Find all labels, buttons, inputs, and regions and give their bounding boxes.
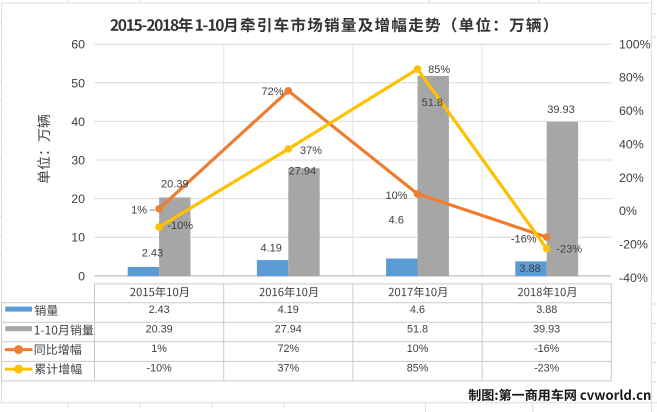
svg-text:2.43: 2.43 <box>149 304 170 316</box>
svg-text:10: 10 <box>71 231 85 245</box>
svg-text:85%: 85% <box>428 64 450 76</box>
svg-text:51.8: 51.8 <box>422 97 443 109</box>
svg-text:37%: 37% <box>277 363 299 375</box>
svg-text:10%: 10% <box>407 343 429 355</box>
svg-text:39.93: 39.93 <box>547 104 575 116</box>
svg-text:-10%: -10% <box>167 220 193 232</box>
svg-text:2.43: 2.43 <box>142 247 163 259</box>
svg-text:4.19: 4.19 <box>260 243 281 255</box>
svg-text:4.6: 4.6 <box>410 304 425 316</box>
svg-text:37%: 37% <box>300 145 322 157</box>
svg-text:0%: 0% <box>619 204 637 218</box>
svg-text:-40%: -40% <box>619 271 648 285</box>
svg-text:3.88: 3.88 <box>536 304 557 316</box>
svg-text:60: 60 <box>71 38 85 52</box>
svg-text:80%: 80% <box>619 71 644 85</box>
svg-text:0: 0 <box>78 269 85 283</box>
svg-text:100%: 100% <box>619 37 651 51</box>
svg-text:-16%: -16% <box>534 343 560 355</box>
svg-text:4.6: 4.6 <box>389 214 404 226</box>
svg-text:40: 40 <box>71 115 85 129</box>
svg-text:4.19: 4.19 <box>278 304 299 316</box>
svg-text:-16%: -16% <box>511 234 537 246</box>
svg-text:40%: 40% <box>619 137 644 151</box>
svg-text:60%: 60% <box>619 104 644 118</box>
svg-text:10%: 10% <box>385 190 407 202</box>
svg-text:20.39: 20.39 <box>146 324 173 336</box>
svg-text:27.94: 27.94 <box>275 324 302 336</box>
svg-text:-10%: -10% <box>146 363 172 375</box>
svg-text:51.8: 51.8 <box>407 324 428 336</box>
svg-text:30: 30 <box>71 154 85 168</box>
svg-text:39.93: 39.93 <box>533 324 560 336</box>
svg-text:72%: 72% <box>261 86 283 98</box>
svg-text:72%: 72% <box>277 343 299 355</box>
svg-text:27.94: 27.94 <box>289 165 317 177</box>
svg-text:-23%: -23% <box>534 363 560 375</box>
svg-text:20%: 20% <box>619 171 644 185</box>
svg-text:50: 50 <box>71 76 85 90</box>
svg-text:1%: 1% <box>131 205 147 217</box>
svg-text:-23%: -23% <box>556 243 582 255</box>
svg-text:3.88: 3.88 <box>519 263 540 275</box>
svg-text:20.39: 20.39 <box>161 178 189 190</box>
svg-text:1%: 1% <box>151 343 167 355</box>
svg-text:-20%: -20% <box>619 237 648 251</box>
svg-text:85%: 85% <box>407 363 429 375</box>
svg-text:20: 20 <box>71 192 85 206</box>
